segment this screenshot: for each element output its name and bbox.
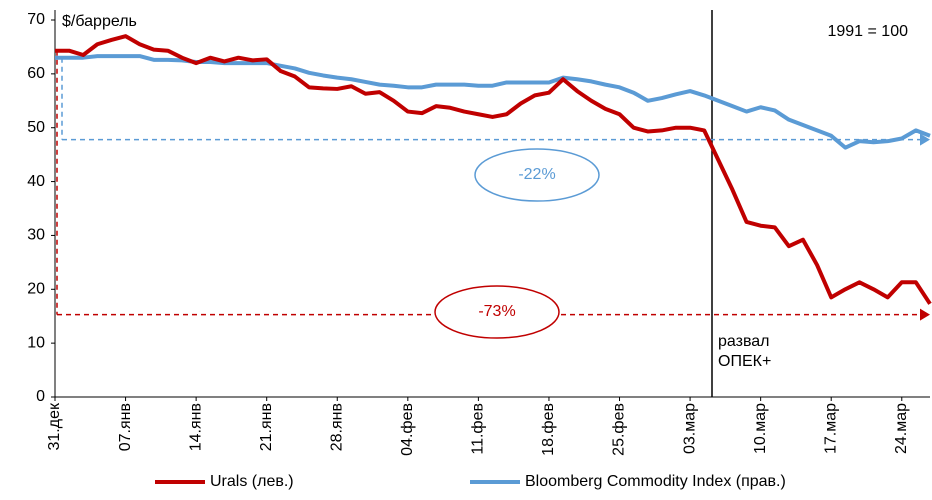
y-tick-label: 30	[27, 227, 45, 244]
x-tick-label: 10.мар	[752, 403, 769, 454]
y-tick-label: 20	[27, 281, 45, 298]
event-label: развал	[718, 333, 770, 350]
annotation-ellipse	[474, 148, 600, 202]
y-tick-label: 0	[36, 388, 45, 405]
x-tick-label: 24.мар	[893, 403, 910, 454]
x-tick-label: 04.фев	[399, 403, 416, 456]
x-tick-label: 03.мар	[681, 403, 698, 454]
legend-label: Urals (лев.)	[210, 473, 294, 490]
x-tick-label: 14.янв	[187, 403, 204, 451]
y-tick-label: 50	[27, 119, 45, 136]
annotation-ellipse	[434, 285, 560, 339]
reference-arrow	[920, 308, 930, 321]
y-unit-label: $/баррель	[62, 13, 137, 30]
series-line	[55, 34, 932, 305]
y-tick-label: 60	[27, 65, 45, 82]
x-tick-label: 17.мар	[822, 403, 839, 454]
legend-label: Bloomberg Commodity Index (прав.)	[525, 473, 786, 490]
annotation-label: -22%	[518, 166, 555, 183]
x-tick-label: 31.дек	[46, 402, 63, 450]
event-label: ОПЕК+	[718, 353, 771, 370]
x-tick-label: 07.янв	[117, 403, 134, 451]
x-tick-label: 25.фев	[611, 403, 628, 456]
x-tick-label: 28.янв	[328, 403, 345, 451]
x-tick-label: 18.фев	[540, 403, 557, 456]
y-tick-label: 40	[27, 173, 45, 190]
x-tick-label: 21.янв	[258, 403, 275, 451]
x-tick-label: 11.фев	[470, 403, 487, 455]
annotation-label: -73%	[478, 303, 515, 320]
y-tick-label: 70	[27, 11, 45, 28]
reference-arrow	[920, 133, 930, 146]
right-axis-note: 1991 = 100	[827, 23, 908, 40]
series-line	[55, 54, 931, 150]
y-tick-label: 10	[27, 334, 45, 351]
